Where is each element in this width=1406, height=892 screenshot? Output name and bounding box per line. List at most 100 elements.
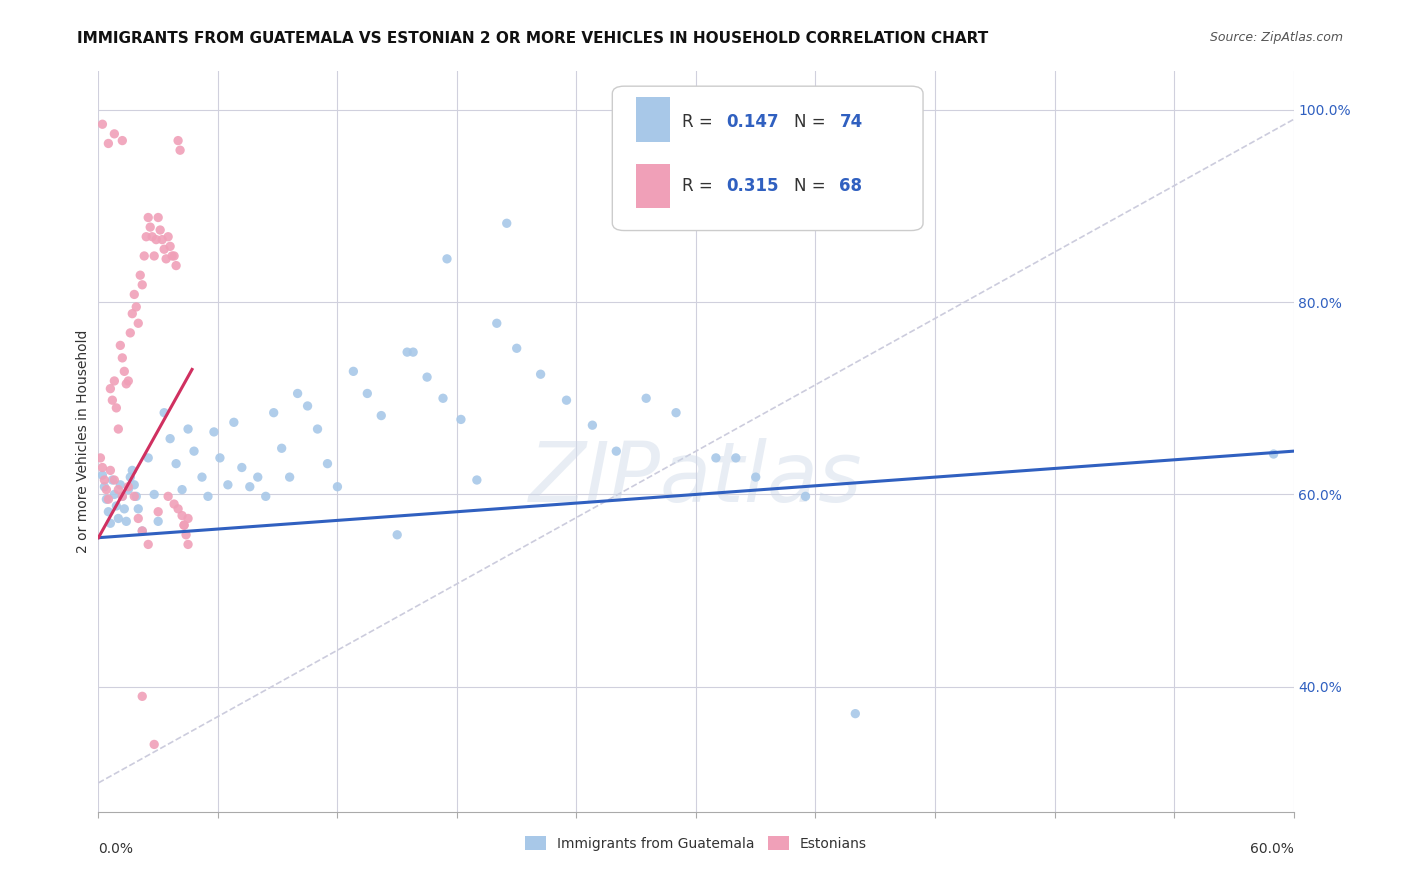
Point (208, 450, 231, 465)
Point (432, 391, 454, 405)
Point (98, 516, 122, 531)
Point (131, 690, 153, 704)
Point (217, 478, 239, 492)
Point (297, 399, 319, 413)
Point (231, 460, 253, 475)
Point (605, 444, 627, 458)
Point (745, 470, 768, 484)
Point (173, 518, 195, 533)
Point (125, 300, 148, 314)
Text: ZIPatlas: ZIPatlas (529, 438, 863, 519)
Point (172, 508, 194, 523)
Point (141, 229, 163, 244)
Point (450, 412, 472, 426)
Point (169, 143, 191, 157)
Point (263, 406, 285, 420)
Point (103, 127, 125, 141)
Point (110, 338, 132, 352)
Point (149, 223, 172, 237)
Point (356, 386, 378, 401)
Point (326, 480, 349, 494)
Point (103, 473, 125, 487)
Point (159, 432, 181, 446)
Point (115, 376, 138, 391)
Point (91, 468, 114, 483)
Text: N =: N = (794, 112, 831, 131)
Point (370, 409, 392, 423)
Point (98, 382, 122, 396)
Text: 0.147: 0.147 (725, 112, 779, 131)
Point (1263, 447, 1285, 461)
Point (91, 117, 114, 131)
Point (844, 706, 866, 721)
FancyBboxPatch shape (613, 87, 922, 230)
Point (704, 450, 727, 465)
Point (112, 501, 135, 516)
Point (107, 422, 129, 436)
Point (177, 511, 200, 525)
Point (278, 470, 301, 484)
Point (145, 233, 167, 247)
Point (93, 480, 115, 494)
Text: 68: 68 (839, 178, 862, 195)
Point (93, 473, 115, 487)
Point (724, 450, 747, 465)
Point (163, 497, 186, 511)
Point (506, 341, 529, 355)
Text: R =: R = (682, 112, 717, 131)
Point (107, 483, 129, 497)
Point (131, 277, 153, 292)
Point (111, 489, 134, 503)
Point (124, 287, 146, 301)
Point (101, 473, 124, 487)
Point (97, 492, 120, 507)
Point (134, 249, 156, 263)
Text: 0.315: 0.315 (725, 178, 779, 195)
Point (246, 470, 269, 484)
Point (121, 463, 143, 477)
Point (202, 425, 225, 439)
Point (239, 480, 262, 494)
Point (136, 450, 159, 465)
Point (485, 316, 508, 330)
Point (127, 316, 149, 330)
Point (117, 480, 139, 494)
Point (222, 415, 245, 429)
FancyBboxPatch shape (637, 164, 669, 209)
Point (155, 252, 177, 266)
Point (135, 229, 157, 244)
Point (177, 422, 200, 436)
Text: Source: ZipAtlas.com: Source: ZipAtlas.com (1209, 31, 1343, 45)
Point (101, 393, 124, 408)
Point (107, 511, 129, 525)
Text: 60.0%: 60.0% (1250, 842, 1294, 856)
Point (131, 524, 153, 538)
Point (665, 406, 688, 420)
Point (160, 249, 183, 263)
Point (111, 489, 134, 503)
Point (124, 489, 146, 503)
Point (555, 393, 578, 408)
Point (150, 233, 173, 247)
Point (103, 374, 125, 388)
Point (159, 239, 181, 253)
Point (117, 483, 139, 497)
Point (342, 364, 364, 378)
Point (103, 487, 125, 501)
Point (173, 518, 195, 533)
Point (581, 418, 603, 433)
Point (148, 211, 170, 225)
Point (105, 401, 128, 415)
Point (148, 505, 170, 519)
Point (148, 514, 170, 528)
Point (121, 307, 143, 321)
Point (127, 511, 149, 525)
Point (129, 268, 152, 283)
Point (143, 738, 166, 752)
Point (165, 259, 187, 273)
Point (157, 489, 180, 503)
Point (96, 483, 118, 497)
Point (465, 473, 488, 487)
Point (636, 391, 658, 405)
Point (120, 470, 142, 484)
